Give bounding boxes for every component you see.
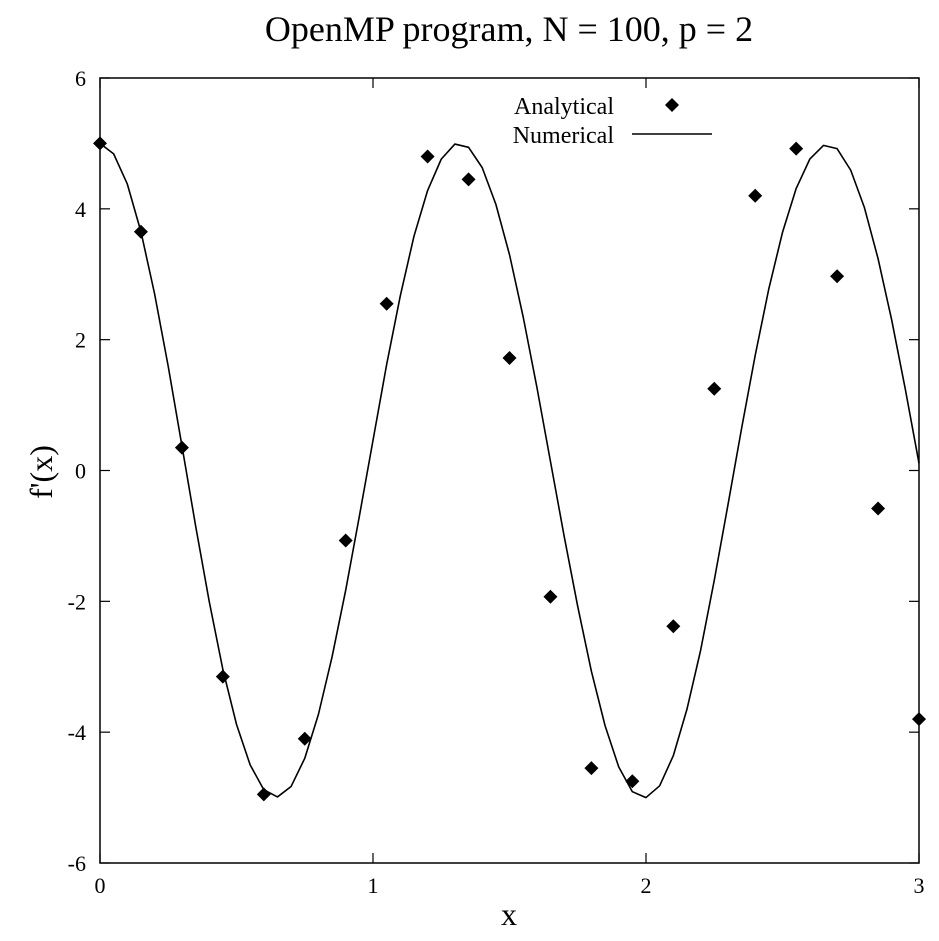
data-point-analytical bbox=[666, 619, 681, 634]
data-point-analytical bbox=[133, 224, 148, 239]
data-point-analytical bbox=[912, 712, 926, 727]
legend-marker-analytical bbox=[665, 98, 679, 112]
data-point-analytical bbox=[625, 774, 640, 789]
x-tick-label: 1 bbox=[368, 873, 379, 898]
axis-ticks bbox=[99, 77, 920, 864]
y-tick-label: -2 bbox=[68, 589, 86, 614]
data-point-analytical bbox=[748, 188, 763, 203]
data-point-analytical bbox=[461, 172, 476, 187]
data-point-analytical bbox=[584, 761, 599, 776]
data-point-analytical bbox=[379, 296, 394, 311]
data-point-analytical bbox=[174, 440, 189, 455]
y-tick-label: 0 bbox=[75, 459, 86, 484]
legend-label-numerical: Numerical bbox=[513, 123, 615, 149]
y-axis-label: f'(x) bbox=[23, 445, 59, 499]
y-tick-label: 2 bbox=[75, 328, 86, 353]
data-point-analytical bbox=[502, 350, 517, 365]
data-point-analytical bbox=[543, 589, 558, 604]
series-line-numerical bbox=[99, 142, 920, 799]
data-point-analytical bbox=[789, 141, 804, 156]
series-layer bbox=[93, 136, 926, 802]
legend-label-analytical: Analytical bbox=[514, 94, 614, 120]
data-point-analytical bbox=[830, 269, 845, 284]
y-tick-label: -4 bbox=[68, 720, 86, 745]
axis-tick-labels: 0 1 2 3 -6 -4 -2 0 2 4 6 bbox=[68, 66, 925, 898]
x-axis-label: x bbox=[501, 896, 517, 932]
data-point-analytical bbox=[420, 149, 435, 164]
data-point-analytical bbox=[338, 533, 353, 548]
y-tick-label: 4 bbox=[75, 197, 86, 222]
x-tick-label: 3 bbox=[914, 873, 925, 898]
data-point-analytical bbox=[297, 731, 312, 746]
data-point-analytical bbox=[256, 787, 271, 802]
chart-title: OpenMP program, N = 100, p = 2 bbox=[265, 9, 753, 49]
y-tick-label: -6 bbox=[68, 851, 86, 876]
plot-area-frame bbox=[99, 77, 920, 864]
data-point-analytical bbox=[871, 501, 886, 516]
x-tick-label: 0 bbox=[95, 873, 106, 898]
y-tick-label: 6 bbox=[75, 66, 86, 91]
data-point-analytical bbox=[215, 669, 230, 684]
legend: Analytical Numerical bbox=[513, 94, 712, 149]
x-tick-label: 2 bbox=[641, 873, 652, 898]
data-point-analytical bbox=[707, 381, 722, 396]
data-point-analytical bbox=[93, 136, 107, 151]
